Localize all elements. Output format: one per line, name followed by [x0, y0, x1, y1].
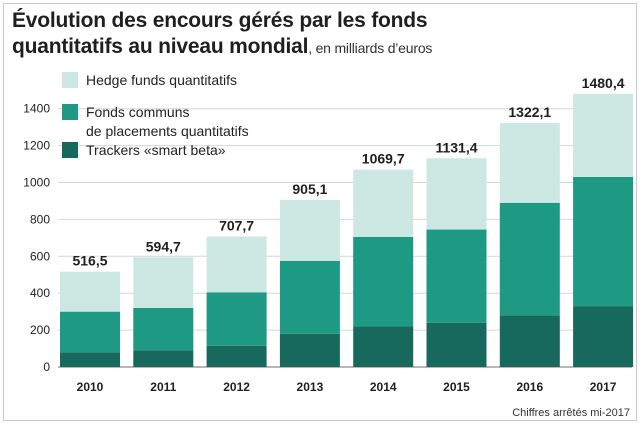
- bar-fonds-2014: [353, 236, 414, 327]
- total-label-2016: 1322,1: [508, 104, 551, 120]
- x-tick-label-2014: 2014: [370, 380, 397, 394]
- y-tick-label: 1200: [23, 139, 50, 153]
- total-label-2012: 707,7: [219, 217, 254, 233]
- y-tick-label: 800: [30, 212, 50, 226]
- bar-hedge-2014: [353, 169, 414, 237]
- total-label-2015: 1131,4: [435, 139, 477, 155]
- title-line-2: quantitatifs au niveau mondial: [12, 35, 309, 58]
- y-tick-label: 1000: [23, 176, 50, 190]
- legend-label-trackers: Trackers «smart beta»: [86, 142, 226, 158]
- bar-trackers-2015: [426, 322, 487, 367]
- bar-fonds-2010: [60, 311, 120, 353]
- bar-hedge-2010: [60, 271, 120, 312]
- legend-label-fonds: Fonds communs: [86, 104, 189, 120]
- y-tick-label: 0: [43, 360, 50, 374]
- bar-trackers-2012: [206, 345, 267, 367]
- legend-label-hedge: Hedge funds quantitatifs: [86, 72, 237, 88]
- bar-fonds-2016: [499, 202, 560, 316]
- title-line-2-wrap: quantitatifs au niveau mondial, en milli…: [12, 34, 612, 61]
- bar-trackers-2016: [499, 315, 560, 367]
- y-tick-label: 200: [30, 323, 50, 337]
- x-tick-label-2012: 2012: [223, 380, 250, 394]
- title-line-1: Évolution des encours gérés par les fond…: [12, 9, 428, 32]
- x-tick-label-2013: 2013: [297, 380, 324, 394]
- x-tick-label-2011: 2011: [150, 380, 176, 394]
- bar-trackers-2010: [60, 352, 120, 367]
- chart-title: Évolution des encours gérés par les fond…: [12, 8, 612, 61]
- bar-hedge-2016: [499, 123, 560, 203]
- bar-trackers-2013: [279, 333, 340, 367]
- y-tick-label: 400: [30, 286, 50, 300]
- legend-label-fonds: de placements quantitatifs: [86, 123, 249, 139]
- bar-fonds-2013: [279, 260, 340, 334]
- total-label-2017: 1480,4: [582, 75, 625, 91]
- bar-trackers-2014: [353, 326, 414, 367]
- x-tick-label-2016: 2016: [516, 380, 543, 394]
- bar-trackers-2017: [573, 306, 634, 367]
- x-tick-label-2010: 2010: [77, 380, 104, 394]
- x-tick-label-2015: 2015: [443, 380, 470, 394]
- bar-fonds-2017: [573, 176, 634, 307]
- total-label-2010: 516,5: [72, 253, 107, 269]
- bar-fonds-2015: [426, 229, 487, 323]
- title-subtitle: , en milliards d’euros: [308, 40, 433, 56]
- legend-swatch-fonds: [62, 104, 78, 120]
- bar-hedge-2017: [573, 93, 634, 177]
- bar-hedge-2013: [279, 200, 340, 261]
- bar-fonds-2011: [133, 307, 194, 351]
- bar-hedge-2015: [426, 158, 487, 230]
- y-tick-label: 1400: [23, 102, 50, 116]
- y-tick-label: 600: [30, 249, 50, 263]
- total-label-2014: 1069,7: [362, 151, 405, 167]
- total-label-2011: 594,7: [146, 238, 181, 254]
- footnote: Chiffres arrêtés mi-2017: [512, 407, 630, 419]
- bar-trackers-2011: [133, 350, 194, 367]
- bar-fonds-2012: [206, 292, 267, 346]
- x-tick-label-2017: 2017: [590, 380, 617, 394]
- legend-swatch-trackers: [62, 142, 78, 158]
- legend-swatch-hedge: [62, 72, 78, 88]
- bar-hedge-2011: [133, 257, 194, 308]
- total-label-2013: 905,1: [292, 181, 327, 197]
- bar-hedge-2012: [206, 236, 267, 293]
